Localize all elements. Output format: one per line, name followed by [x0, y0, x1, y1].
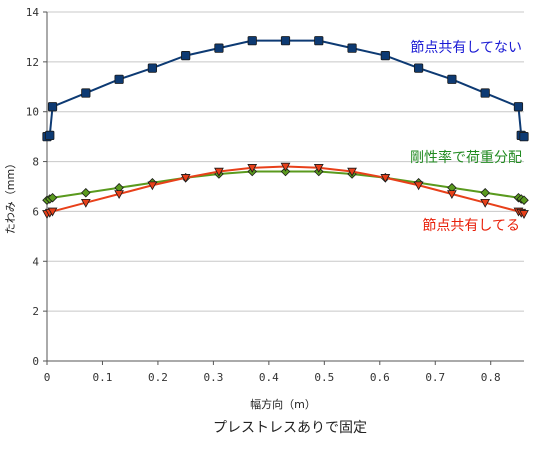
data-point — [47, 102, 58, 112]
data-point — [519, 132, 529, 142]
data-point — [447, 74, 457, 84]
series-layer — [42, 36, 529, 219]
data-point — [480, 198, 491, 208]
data-point — [180, 174, 191, 183]
series-1 — [42, 36, 529, 142]
x-tick-label: 0.7 — [425, 371, 445, 384]
data-point — [519, 195, 529, 205]
data-point — [47, 207, 58, 217]
data-point — [147, 63, 157, 73]
y-tick-label: 6 — [32, 205, 39, 218]
data-point — [47, 192, 58, 203]
x-tick-label: 0.2 — [148, 371, 168, 384]
series-label-3: 節点共有してる — [422, 217, 520, 234]
series-label-2: 剛性率で荷重分配 — [410, 149, 522, 166]
y-axis-title: たわみ（mm） — [4, 158, 17, 234]
data-point — [114, 74, 124, 84]
data-point — [247, 36, 257, 46]
data-point — [81, 187, 91, 198]
y-tick-label: 4 — [32, 255, 39, 268]
y-tick-label: 8 — [32, 156, 39, 169]
x-tick-label: 0.8 — [481, 371, 501, 384]
data-point — [114, 190, 124, 200]
data-point — [81, 88, 91, 98]
series-label-1: 節点共有してない — [410, 39, 522, 56]
data-point — [214, 43, 224, 53]
y-tick-label: 0 — [32, 355, 39, 368]
data-point — [314, 36, 324, 46]
series-2 — [42, 166, 529, 205]
y-tick-label: 12 — [26, 56, 39, 69]
data-point — [181, 51, 191, 61]
data-point — [147, 181, 158, 191]
data-point — [280, 36, 291, 46]
data-point — [247, 164, 258, 173]
data-point — [413, 181, 424, 191]
y-tick-label: 14 — [26, 6, 40, 19]
data-point — [313, 164, 324, 173]
x-axis-title: 幅方向（m） — [250, 397, 316, 411]
data-point — [80, 198, 91, 208]
data-point — [347, 43, 357, 53]
y-tick-label: 2 — [32, 305, 39, 318]
data-point — [447, 190, 457, 200]
data-point — [45, 130, 55, 140]
y-tick-labels: 0 2 4 6 8 10 12 14 — [26, 6, 40, 368]
x-tick-labels: 0 0.1 0.2 0.3 0.4 0.5 0.6 0.7 0.8 — [44, 371, 501, 384]
series-3 — [42, 162, 529, 219]
data-point — [513, 102, 524, 112]
data-point — [380, 174, 391, 183]
x-tick-label: 0.5 — [314, 371, 334, 384]
data-point — [280, 162, 291, 172]
data-point — [214, 167, 224, 177]
y-tick-label: 10 — [26, 106, 39, 119]
data-point — [347, 167, 357, 177]
data-point — [519, 210, 529, 219]
data-point — [414, 63, 424, 73]
axes — [43, 11, 524, 365]
grid-lines — [47, 11, 524, 312]
x-tick-label: 0.3 — [203, 371, 223, 384]
chart-caption: プレストレスありで固定 — [213, 420, 367, 436]
data-point — [480, 187, 490, 198]
x-tick-label: 0 — [44, 371, 51, 384]
data-point — [480, 88, 490, 98]
data-point — [380, 51, 390, 61]
x-tick-label: 0.6 — [370, 371, 390, 384]
x-tick-label: 0.1 — [93, 371, 113, 384]
x-tick-label: 0.4 — [259, 371, 279, 384]
